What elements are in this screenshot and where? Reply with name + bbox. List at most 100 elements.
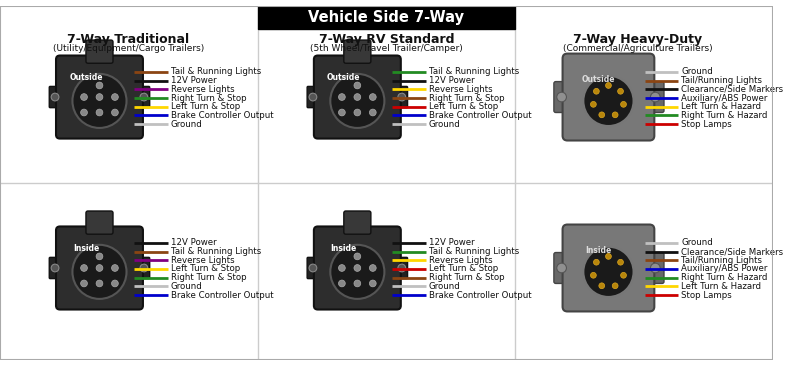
Circle shape [599, 283, 605, 289]
FancyBboxPatch shape [314, 227, 401, 310]
Text: Tail & Running Lights: Tail & Running Lights [429, 247, 519, 256]
Text: Outside: Outside [70, 73, 102, 82]
FancyBboxPatch shape [562, 224, 654, 311]
FancyBboxPatch shape [344, 211, 371, 234]
Text: Ground: Ground [682, 67, 713, 76]
Circle shape [338, 280, 346, 287]
Circle shape [354, 265, 361, 271]
Circle shape [338, 109, 346, 116]
Text: Reverse Lights: Reverse Lights [429, 85, 493, 94]
Circle shape [612, 283, 618, 289]
Circle shape [354, 253, 361, 260]
Bar [258, 6, 514, 29]
FancyBboxPatch shape [314, 56, 401, 139]
Circle shape [583, 247, 634, 297]
Circle shape [81, 94, 87, 100]
Circle shape [618, 259, 623, 265]
Text: Reverse Lights: Reverse Lights [171, 85, 234, 94]
Text: Auxiliary/ABS Power: Auxiliary/ABS Power [682, 265, 768, 273]
FancyBboxPatch shape [50, 257, 61, 279]
FancyBboxPatch shape [396, 86, 407, 108]
Circle shape [338, 94, 346, 100]
Circle shape [96, 82, 103, 89]
Circle shape [338, 265, 346, 271]
Text: Brake Controller Output: Brake Controller Output [171, 291, 274, 299]
FancyBboxPatch shape [138, 86, 150, 108]
Text: Right Turn & Hazard: Right Turn & Hazard [682, 111, 768, 120]
Circle shape [557, 263, 566, 273]
Circle shape [51, 93, 59, 101]
Circle shape [599, 112, 605, 118]
Text: Ground: Ground [171, 120, 202, 128]
Circle shape [621, 101, 626, 107]
Circle shape [398, 264, 406, 272]
Circle shape [370, 280, 376, 287]
Circle shape [650, 92, 660, 102]
FancyBboxPatch shape [86, 211, 113, 234]
Circle shape [330, 74, 384, 128]
Circle shape [354, 94, 361, 100]
Circle shape [140, 264, 148, 272]
Circle shape [594, 259, 599, 265]
Circle shape [309, 264, 317, 272]
Circle shape [96, 280, 103, 287]
Text: Ground: Ground [429, 282, 461, 291]
Circle shape [81, 265, 87, 271]
Text: 7-Way RV Standard: 7-Way RV Standard [318, 33, 454, 46]
FancyBboxPatch shape [396, 257, 407, 279]
Text: Brake Controller Output: Brake Controller Output [429, 111, 531, 120]
FancyBboxPatch shape [56, 56, 143, 139]
Circle shape [650, 263, 660, 273]
FancyBboxPatch shape [554, 82, 570, 112]
Circle shape [618, 88, 623, 94]
Circle shape [51, 264, 59, 272]
Text: Outside: Outside [327, 73, 361, 82]
Text: Tail/Running Lights: Tail/Running Lights [682, 256, 762, 265]
Text: Brake Controller Output: Brake Controller Output [171, 111, 274, 120]
Circle shape [309, 93, 317, 101]
Text: Right Turn & Stop: Right Turn & Stop [171, 93, 246, 102]
Text: 12V Power: 12V Power [171, 238, 217, 247]
Circle shape [96, 109, 103, 116]
Circle shape [81, 280, 87, 287]
Text: Reverse Lights: Reverse Lights [429, 256, 493, 265]
Text: Auxiliary/ABS Power: Auxiliary/ABS Power [682, 93, 768, 102]
Text: 7-Way Heavy-Duty: 7-Way Heavy-Duty [573, 33, 702, 46]
FancyBboxPatch shape [307, 257, 318, 279]
FancyBboxPatch shape [50, 86, 61, 108]
Circle shape [583, 76, 634, 126]
Text: Right Turn & Hazard: Right Turn & Hazard [682, 273, 768, 282]
Text: Outside: Outside [582, 75, 615, 84]
Text: Tail & Running Lights: Tail & Running Lights [171, 247, 261, 256]
Circle shape [73, 245, 126, 299]
Circle shape [330, 245, 384, 299]
Text: (5th Wheel/Travel Trailer/Camper): (5th Wheel/Travel Trailer/Camper) [310, 44, 462, 53]
Circle shape [370, 109, 376, 116]
Circle shape [606, 83, 611, 88]
Text: Brake Controller Output: Brake Controller Output [429, 291, 531, 299]
Circle shape [621, 272, 626, 278]
Text: Left Turn & Stop: Left Turn & Stop [171, 265, 240, 273]
FancyBboxPatch shape [554, 253, 570, 283]
Circle shape [398, 93, 406, 101]
Text: Inside: Inside [586, 246, 612, 255]
Circle shape [354, 82, 361, 89]
Circle shape [140, 93, 148, 101]
Circle shape [73, 74, 126, 128]
Text: 12V Power: 12V Power [429, 76, 474, 85]
FancyBboxPatch shape [307, 86, 318, 108]
Text: Reverse Lights: Reverse Lights [171, 256, 234, 265]
Circle shape [612, 112, 618, 118]
Text: Left Turn & Stop: Left Turn & Stop [429, 265, 498, 273]
Text: 12V Power: 12V Power [171, 76, 217, 85]
Text: Tail/Running Lights: Tail/Running Lights [682, 76, 762, 85]
Text: Left Turn & Hazard: Left Turn & Hazard [682, 282, 762, 291]
Text: Clearance/Side Markers: Clearance/Side Markers [682, 247, 783, 256]
Text: Ground: Ground [171, 282, 202, 291]
Circle shape [354, 280, 361, 287]
Text: (Utility/Equipment/Cargo Trailers): (Utility/Equipment/Cargo Trailers) [53, 44, 204, 53]
Text: Stop Lamps: Stop Lamps [682, 120, 732, 128]
FancyBboxPatch shape [562, 53, 654, 141]
FancyBboxPatch shape [344, 40, 371, 63]
Text: Left Turn & Stop: Left Turn & Stop [171, 102, 240, 111]
